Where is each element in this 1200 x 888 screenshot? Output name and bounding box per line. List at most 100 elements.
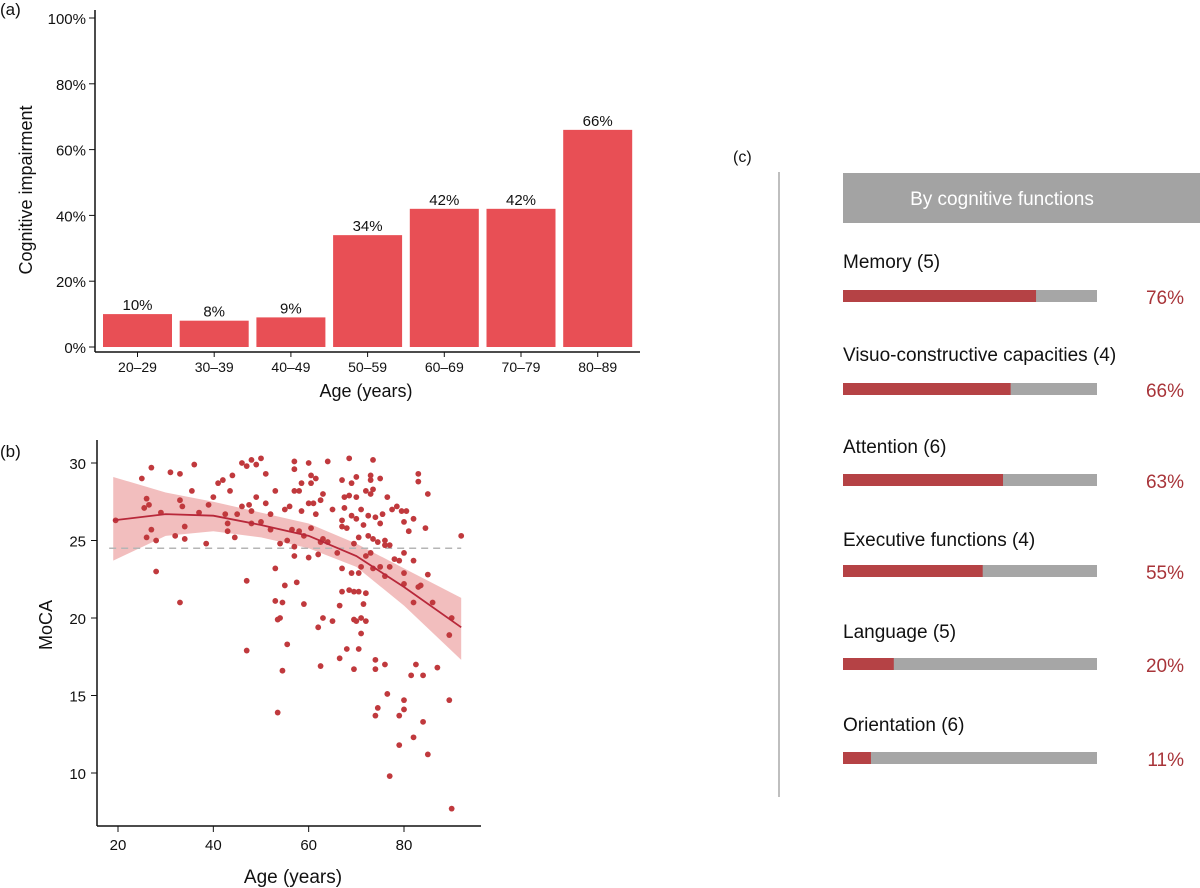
data-point (396, 557, 403, 564)
data-point (424, 491, 431, 497)
data-point (360, 522, 367, 528)
data-point (377, 475, 384, 482)
data-point (410, 599, 417, 606)
data-point (291, 488, 298, 494)
data-point (308, 472, 314, 479)
data-point (339, 517, 345, 524)
data-point (253, 461, 260, 468)
y-tick-label: 80% (56, 77, 86, 94)
data-point (367, 550, 374, 556)
data-point (365, 512, 372, 519)
bar-track (843, 658, 1097, 670)
data-point (191, 461, 198, 468)
fit-curve (113, 513, 462, 629)
x-axis-label: Age (years) (244, 867, 342, 888)
x-axis-label: Age (years) (319, 381, 412, 401)
data-point (315, 624, 322, 631)
data-point (448, 805, 455, 812)
data-point (348, 480, 355, 487)
data-point (410, 557, 417, 564)
data-point (362, 488, 369, 494)
function-label: Executive functions (4) (843, 530, 1035, 551)
data-point (320, 615, 326, 621)
header-box (843, 173, 1200, 223)
data-point (370, 536, 376, 542)
data-point (374, 539, 381, 545)
data-point (429, 599, 436, 606)
data-point (367, 472, 374, 479)
data-point (229, 472, 236, 479)
data-point (367, 477, 374, 483)
data-point (224, 520, 231, 527)
bar-value-label: 42% (506, 192, 536, 209)
function-label: Language (5) (843, 622, 956, 643)
data-point (277, 540, 283, 547)
y-tick-label: 100% (48, 11, 86, 28)
header-title: By cognitive functions (910, 189, 1094, 210)
data-point (417, 582, 424, 589)
data-point (401, 706, 407, 713)
data-point (262, 470, 269, 477)
data-point (317, 497, 324, 504)
y-tick-label: 25 (69, 534, 86, 551)
data-point (346, 492, 353, 499)
data-point (393, 503, 400, 510)
bar-fill (843, 565, 983, 577)
data-point (243, 577, 250, 584)
y-tick-label: 40% (56, 208, 86, 225)
data-point (153, 537, 160, 544)
data-point (424, 571, 431, 578)
y-tick-label: 0% (64, 340, 86, 357)
data-point (301, 601, 307, 607)
data-point (258, 519, 264, 525)
data-point (413, 661, 419, 668)
data-point (146, 501, 152, 508)
panel-a: (a) 0% 20% 40% 60% 80% 100% Cognitive impairmen… (0, 0, 640, 401)
data-point (308, 525, 314, 531)
y-axis-label: Cognitive impairment (16, 105, 36, 274)
data-point (262, 500, 269, 507)
data-point (291, 466, 298, 473)
data-point (362, 590, 369, 597)
data-point (188, 488, 195, 494)
data-point (336, 602, 343, 609)
data-point (346, 587, 353, 593)
data-point (284, 641, 291, 648)
data-point (391, 556, 398, 562)
bar-fill (843, 383, 1011, 395)
y-tick-label: 10 (69, 766, 86, 783)
data-point (374, 705, 381, 711)
bar-value-label: 42% (429, 192, 459, 209)
data-point (415, 470, 422, 477)
data-point (346, 455, 353, 462)
panel-label: (a) (0, 0, 21, 19)
data-point (362, 553, 369, 559)
data-point (334, 550, 341, 556)
bar (256, 317, 326, 347)
data-point (177, 599, 183, 606)
data-point (227, 488, 233, 494)
data-point (372, 656, 379, 663)
percent-value: 66% (1146, 381, 1184, 402)
data-point (272, 565, 279, 572)
data-point (243, 647, 250, 654)
data-point (401, 519, 407, 525)
x-tick-label: 40 (205, 837, 222, 854)
data-point (382, 542, 388, 549)
y-axis-label: MoCA (36, 600, 56, 650)
bar (486, 208, 556, 347)
bar-fill (843, 474, 1004, 486)
data-point (196, 509, 202, 516)
bar (409, 208, 479, 347)
data-point (172, 532, 179, 539)
percent-value: 55% (1146, 563, 1184, 584)
bar (333, 235, 403, 347)
data-point (398, 508, 405, 514)
data-point (320, 491, 326, 497)
bar-fill (843, 752, 871, 764)
bar-value-label: 10% (122, 297, 152, 314)
data-point (410, 515, 417, 522)
percent-value: 11% (1147, 750, 1184, 771)
data-point (277, 615, 283, 621)
